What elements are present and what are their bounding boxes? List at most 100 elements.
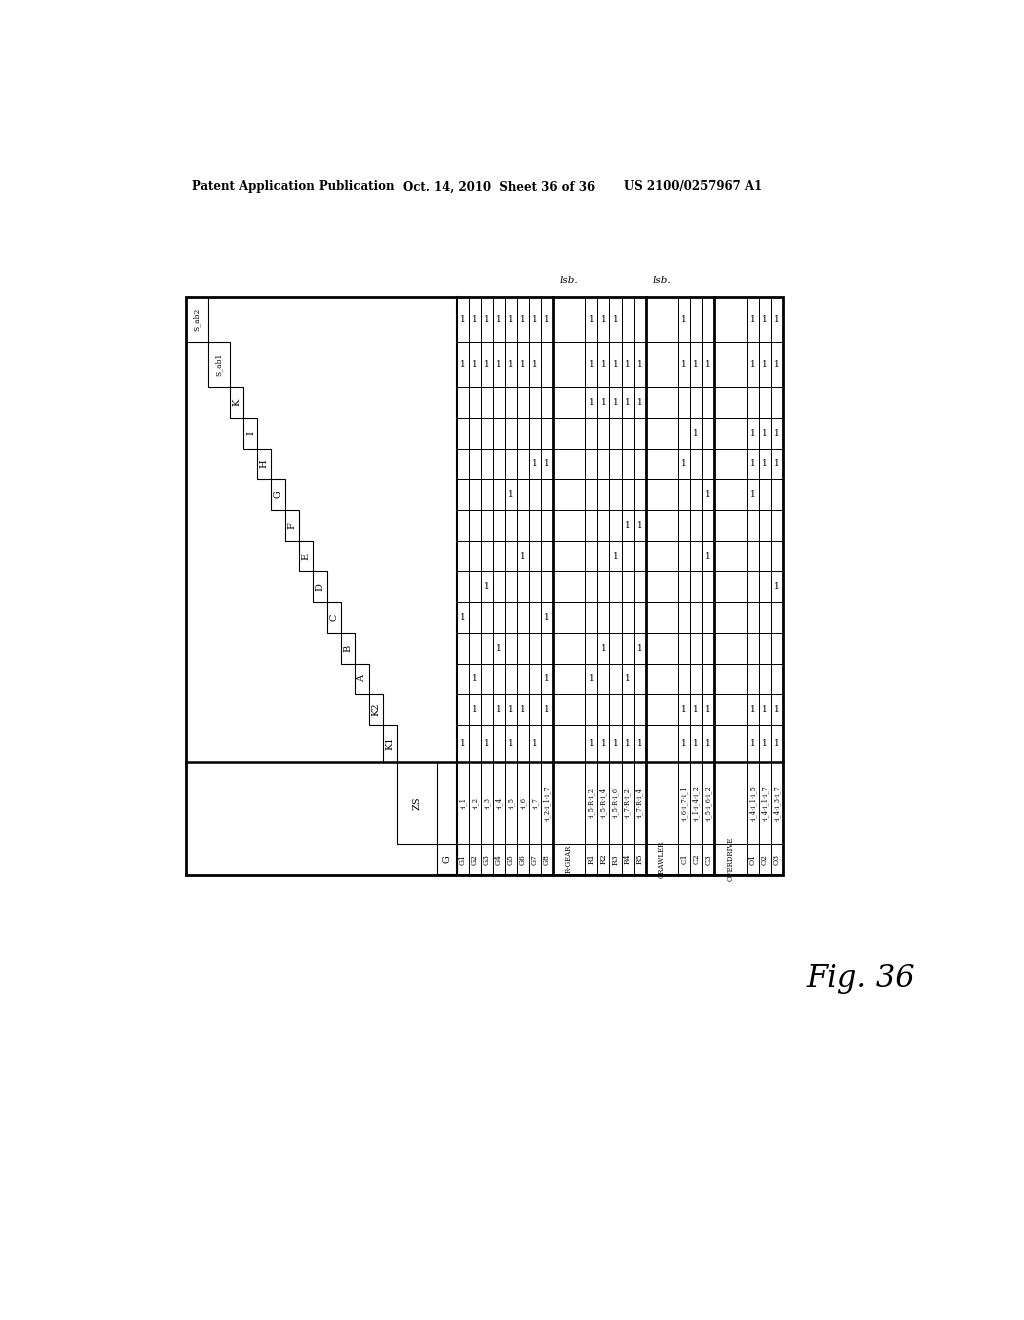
- Bar: [746, 694, 759, 725]
- Bar: [759, 572, 771, 602]
- Bar: [609, 342, 622, 387]
- Text: G7: G7: [530, 854, 539, 865]
- Bar: [634, 762, 645, 843]
- Bar: [690, 418, 702, 449]
- Bar: [457, 510, 469, 541]
- Bar: [597, 572, 609, 602]
- Bar: [493, 725, 505, 762]
- Bar: [645, 297, 678, 342]
- Text: 1: 1: [637, 644, 642, 652]
- Text: 1: 1: [601, 739, 606, 748]
- Text: O3: O3: [773, 854, 781, 865]
- Text: US 2100/0257967 A1: US 2100/0257967 A1: [624, 181, 762, 194]
- Text: 1: 1: [612, 739, 618, 748]
- Bar: [597, 762, 609, 843]
- Bar: [759, 449, 771, 479]
- Bar: [271, 479, 286, 510]
- Bar: [586, 510, 597, 541]
- Text: S_ab2: S_ab2: [193, 308, 201, 331]
- Bar: [746, 541, 759, 572]
- Text: 1: 1: [706, 490, 711, 499]
- Text: G3: G3: [482, 854, 490, 865]
- Bar: [469, 418, 480, 449]
- Bar: [541, 418, 553, 449]
- Bar: [771, 602, 783, 632]
- Text: 1: 1: [762, 459, 768, 469]
- Bar: [457, 694, 469, 725]
- Bar: [369, 694, 383, 725]
- Text: 1: 1: [750, 739, 756, 748]
- Text: 1: 1: [774, 429, 779, 438]
- Text: 1: 1: [706, 739, 711, 748]
- Bar: [480, 632, 493, 664]
- Bar: [714, 510, 746, 541]
- Bar: [746, 510, 759, 541]
- Bar: [505, 479, 517, 510]
- Bar: [597, 342, 609, 387]
- Text: 1: 1: [612, 360, 618, 370]
- Bar: [553, 342, 586, 387]
- Bar: [505, 762, 517, 843]
- Bar: [493, 387, 505, 418]
- Bar: [771, 694, 783, 725]
- Bar: [771, 632, 783, 664]
- Text: C1: C1: [680, 854, 688, 865]
- Bar: [645, 479, 678, 510]
- Bar: [702, 694, 714, 725]
- Bar: [553, 572, 586, 602]
- Bar: [597, 418, 609, 449]
- Text: R-GEAR: R-GEAR: [565, 845, 573, 874]
- Text: 1: 1: [520, 360, 525, 370]
- Bar: [517, 602, 528, 632]
- Bar: [702, 479, 714, 510]
- Text: 1: 1: [544, 315, 550, 323]
- Bar: [586, 572, 597, 602]
- Bar: [622, 541, 634, 572]
- Text: C3: C3: [705, 854, 713, 865]
- Bar: [493, 342, 505, 387]
- Bar: [702, 449, 714, 479]
- Bar: [457, 479, 469, 510]
- Bar: [771, 342, 783, 387]
- Bar: [553, 632, 586, 664]
- Bar: [609, 572, 622, 602]
- Text: 1: 1: [774, 705, 779, 714]
- Text: 1: 1: [589, 315, 594, 323]
- Bar: [645, 449, 678, 479]
- Bar: [622, 664, 634, 694]
- Bar: [702, 843, 714, 874]
- Bar: [609, 297, 622, 342]
- Bar: [553, 762, 586, 843]
- Bar: [759, 664, 771, 694]
- Bar: [702, 418, 714, 449]
- Bar: [759, 479, 771, 510]
- Text: 1: 1: [762, 360, 768, 370]
- Bar: [746, 843, 759, 874]
- Bar: [746, 449, 759, 479]
- Bar: [586, 602, 597, 632]
- Text: 1: 1: [601, 315, 606, 323]
- Bar: [746, 479, 759, 510]
- Bar: [517, 541, 528, 572]
- Bar: [541, 572, 553, 602]
- Bar: [505, 387, 517, 418]
- Text: 1: 1: [750, 490, 756, 499]
- Bar: [759, 843, 771, 874]
- Bar: [702, 541, 714, 572]
- Bar: [746, 762, 759, 843]
- Text: -i_4·i_3·i_7: -i_4·i_3·i_7: [773, 785, 781, 821]
- Bar: [714, 694, 746, 725]
- Bar: [609, 725, 622, 762]
- Bar: [609, 449, 622, 479]
- Bar: [597, 694, 609, 725]
- Text: R3: R3: [611, 854, 620, 865]
- Bar: [678, 694, 690, 725]
- Bar: [634, 541, 645, 572]
- Bar: [702, 342, 714, 387]
- Bar: [714, 479, 746, 510]
- Text: D: D: [315, 583, 325, 591]
- Bar: [493, 602, 505, 632]
- Bar: [690, 479, 702, 510]
- Bar: [286, 510, 299, 541]
- Bar: [771, 725, 783, 762]
